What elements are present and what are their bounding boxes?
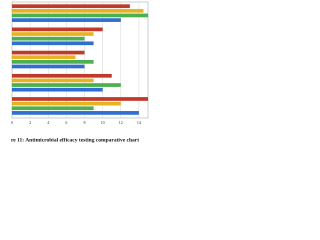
bar <box>12 8 144 13</box>
x-tick-label: 6 <box>65 120 67 125</box>
bar <box>12 87 103 92</box>
chart-title: re 11: Antimicrobial efficacy testing co… <box>11 137 139 143</box>
bar <box>12 83 121 87</box>
chart: re 11: Antimicrobial efficacy testing co… <box>11 1 149 143</box>
bar <box>12 73 112 78</box>
x-tick-label: 0 <box>11 120 13 125</box>
bar <box>12 97 148 101</box>
bar <box>12 41 94 46</box>
bar <box>12 111 139 115</box>
bar <box>12 55 76 60</box>
x-tick-label: 8 <box>84 120 86 125</box>
x-tick-label: 4 <box>47 120 49 125</box>
x-tick-label: 12 <box>119 120 123 125</box>
x-tick-label: 2 <box>29 120 31 125</box>
bar <box>12 36 85 41</box>
bar <box>12 106 94 111</box>
bar <box>12 64 85 69</box>
bar <box>12 60 94 64</box>
bar <box>12 101 121 106</box>
bar <box>12 32 94 36</box>
x-tick-label: 14 <box>137 120 141 125</box>
bar <box>12 78 94 83</box>
bar <box>12 18 121 22</box>
bar <box>12 27 103 32</box>
bar <box>12 4 130 9</box>
bar <box>12 50 85 55</box>
bar <box>12 13 148 18</box>
x-tick-label: 10 <box>101 120 105 125</box>
